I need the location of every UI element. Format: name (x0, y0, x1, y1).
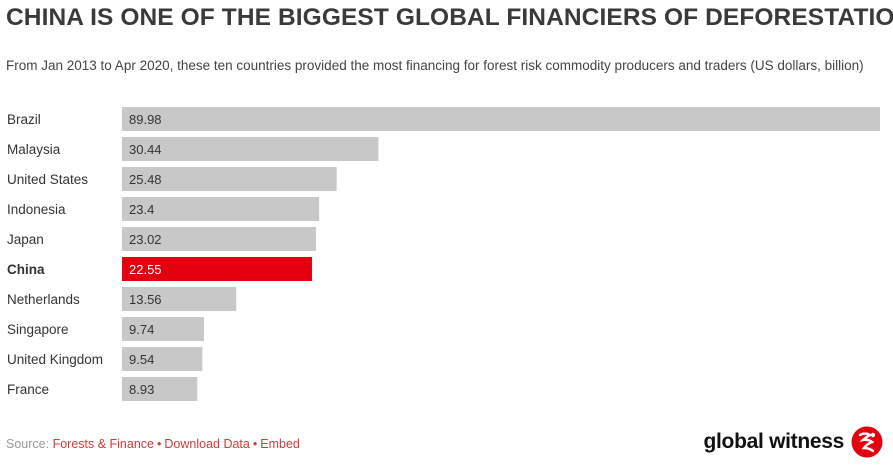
value-label: 89.98 (129, 112, 162, 127)
global-witness-icon (851, 426, 883, 458)
category-label: Indonesia (7, 202, 66, 217)
source-footer: Source: Forests & Finance • Download Data •… (6, 437, 300, 451)
logo-text: global witness (703, 430, 845, 453)
bar (122, 287, 237, 311)
bar (122, 317, 205, 341)
value-label: 22.55 (129, 262, 162, 277)
value-label: 9.74 (129, 322, 154, 337)
category-label: Brazil (7, 112, 41, 127)
category-label: China (7, 262, 45, 277)
embed-link[interactable]: Embed (260, 437, 300, 451)
separator: • (252, 437, 258, 451)
category-label: Malaysia (7, 142, 61, 157)
category-label: France (7, 382, 49, 397)
bar (122, 347, 203, 371)
bar (122, 377, 198, 401)
bar (122, 137, 379, 161)
source-prefix: Source: (6, 437, 53, 451)
value-label: 9.54 (129, 352, 154, 367)
category-label: United Kingdom (7, 352, 103, 367)
category-label: Japan (7, 232, 44, 247)
bar-chart: Brazil 89.98 Malaysia 30.44 United States 25.… (7, 107, 880, 401)
category-label: Netherlands (7, 292, 80, 307)
value-label: 30.44 (129, 142, 162, 157)
bar (122, 197, 320, 221)
separator: • (157, 437, 162, 451)
bar (122, 167, 337, 191)
value-label: 23.02 (129, 232, 162, 247)
value-label: 13.56 (129, 292, 162, 307)
download-data-link[interactable]: Download Data (164, 437, 250, 451)
bar (122, 257, 312, 281)
bar (122, 227, 316, 251)
chart-title: CHINA IS ONE OF THE BIGGEST GLOBAL FINAN… (6, 4, 893, 31)
category-label: United States (7, 172, 88, 187)
value-label: 8.93 (129, 382, 154, 397)
category-label: Singapore (7, 322, 69, 337)
global-witness-logo: global witness (704, 426, 884, 458)
chart-subtitle: From Jan 2013 to Apr 2020, these ten cou… (6, 58, 864, 73)
value-label: 25.48 (129, 172, 162, 187)
bar (122, 107, 880, 131)
value-label: 23.4 (129, 202, 154, 217)
source-link[interactable]: Forests & Finance (52, 437, 154, 451)
